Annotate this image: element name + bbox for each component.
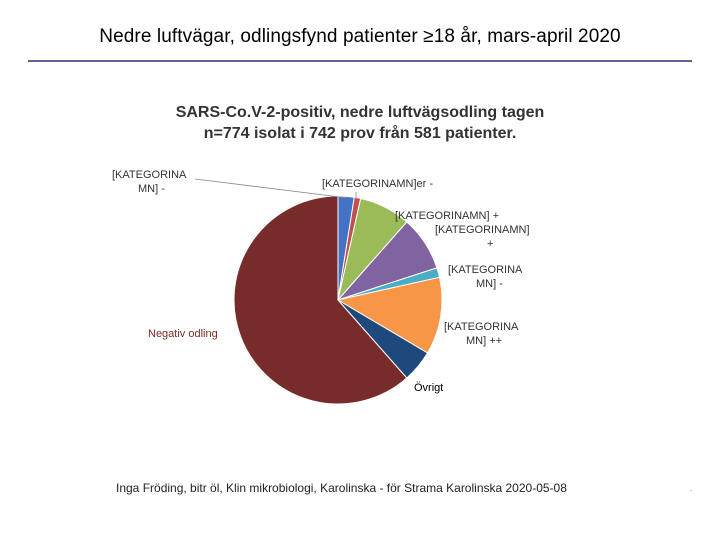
slice-label-6: [KATEGORINA MN] ++ (444, 321, 519, 347)
chart-title-line-2: n=774 isolat i 742 prov från 581 patient… (203, 125, 517, 142)
slide-title: Nedre luftvägar, odlingsfynd patienter ≥… (99, 26, 621, 47)
slice-label-3: [KATEGORINAMN] + [KATEGORINAMN] + (395, 210, 530, 250)
title-divider (28, 60, 692, 62)
slice-label-7: Övrigt (414, 382, 443, 394)
chart-title: SARS-Co.V-2-positiv, nedre luftvägsodlin… (110, 102, 610, 144)
leader-line-1 (194, 178, 349, 199)
chart-title-line-1: SARS-Co.V-2-positiv, nedre luftvägsodlin… (175, 104, 545, 121)
corner-mark: . (690, 484, 693, 493)
footer-credit: Inga Fröding, bitr öl, Klin mikrobiologi… (116, 481, 567, 495)
slice-label-5: [KATEGORINA MN] - (448, 264, 523, 290)
slice-label-8: Negativ odling (148, 328, 218, 340)
pie-slice-8 (233, 195, 408, 405)
slice-label-1: [KATEGORINA MN] - (112, 169, 187, 195)
pie-slice-6 (336, 276, 443, 354)
slice-label-2: [KATEGORINAMN]er - (322, 178, 433, 190)
